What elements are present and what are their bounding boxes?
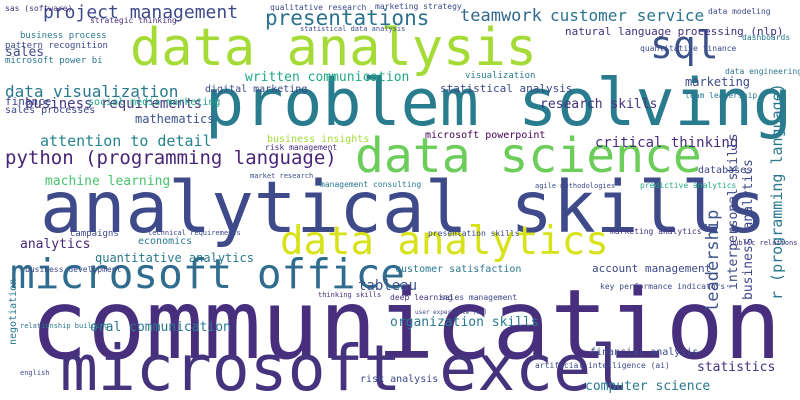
word: business development <box>25 265 122 274</box>
word: tableau <box>358 278 417 294</box>
word: mathematics <box>135 112 214 126</box>
word: microsoft office <box>10 250 405 298</box>
word: business requirements <box>25 96 202 112</box>
word: data analysis <box>130 18 537 78</box>
word: microsoft powerpoint <box>425 130 545 141</box>
word: account management <box>592 262 711 275</box>
word: critical thinking <box>595 135 738 151</box>
word: business analytics <box>741 159 756 300</box>
word: natural language processing (nlp) <box>565 25 784 38</box>
word: finance <box>5 95 51 108</box>
word: deep learning <box>390 293 453 302</box>
word: risk management <box>265 143 337 152</box>
word: data visualization <box>5 82 178 101</box>
word: risk analysis <box>360 374 438 385</box>
word: microsoft excel <box>60 332 629 400</box>
word: negotiation <box>8 279 19 345</box>
word: statistical data analysis <box>300 25 405 33</box>
word: computer science <box>585 379 710 394</box>
word: qualitative research <box>270 3 367 12</box>
word: customer service <box>550 6 704 25</box>
word: sales <box>5 45 44 60</box>
word: sas (software) <box>5 4 72 13</box>
word: communication <box>30 269 781 381</box>
word: attention to detail <box>40 132 212 150</box>
word: social media marketing <box>88 97 220 108</box>
word: project management <box>43 2 238 23</box>
word: data analytics <box>280 219 609 264</box>
word: statistics <box>697 360 775 375</box>
word: marketing analytics <box>610 227 702 236</box>
word: statistical analysis <box>440 82 572 95</box>
word: analytical skills <box>40 166 767 249</box>
word: microsoft power bi <box>5 56 103 66</box>
word: machine learning <box>45 174 170 189</box>
word: strategic thinking <box>90 16 177 25</box>
word: data modeling <box>708 7 771 16</box>
word: research skills <box>540 97 657 112</box>
word: python (programming language) <box>5 147 337 169</box>
word: leadership <box>703 210 723 312</box>
word: team leadership <box>685 91 757 100</box>
word: marketing strategy <box>375 2 462 11</box>
word: sales processes <box>5 105 95 116</box>
word: management consulting <box>320 180 421 189</box>
word: visualization <box>465 71 535 81</box>
word: relationship building <box>20 322 109 330</box>
word: english <box>20 369 50 377</box>
word: dashboards <box>742 33 790 42</box>
word: business process <box>20 31 107 41</box>
word: presentation skills <box>428 229 520 238</box>
word: artificial intelligence (ai) <box>535 361 670 370</box>
word: interpersonal skills <box>726 133 741 290</box>
word: thinking skills <box>318 291 381 299</box>
word: presentations <box>265 6 429 30</box>
word: written communication <box>245 70 409 85</box>
word: r (programming language) <box>768 83 786 300</box>
word: sql <box>650 23 719 67</box>
word: user experience (ux) <box>415 309 487 316</box>
word: oral communication <box>90 320 231 335</box>
word: quantitative finance <box>640 44 737 53</box>
word: sales management <box>440 293 517 302</box>
word: problem solving <box>205 66 792 141</box>
word: financial analysis <box>590 347 698 358</box>
word: data engineering <box>725 67 800 76</box>
word: teamwork <box>460 6 542 26</box>
word: organization skills <box>390 315 539 330</box>
word: business insights <box>267 134 369 145</box>
word: key performance indicators <box>600 282 725 291</box>
word: market research <box>250 172 313 180</box>
word: quantitative analytics <box>95 251 254 265</box>
word: digital marketing <box>205 84 307 95</box>
word: pattern recognition <box>5 41 108 51</box>
word: customer satisfaction <box>395 264 521 275</box>
word: technical requirements <box>148 229 241 237</box>
word: data science <box>355 128 702 184</box>
word: campaigns <box>70 229 119 239</box>
word: analytics <box>20 237 90 252</box>
word: databases <box>698 165 752 176</box>
word: economics <box>138 236 192 247</box>
word: public relations <box>730 239 797 247</box>
word: marketing <box>685 75 750 89</box>
word: agile methodologies <box>535 182 615 190</box>
word: predictive analytics <box>640 181 737 190</box>
